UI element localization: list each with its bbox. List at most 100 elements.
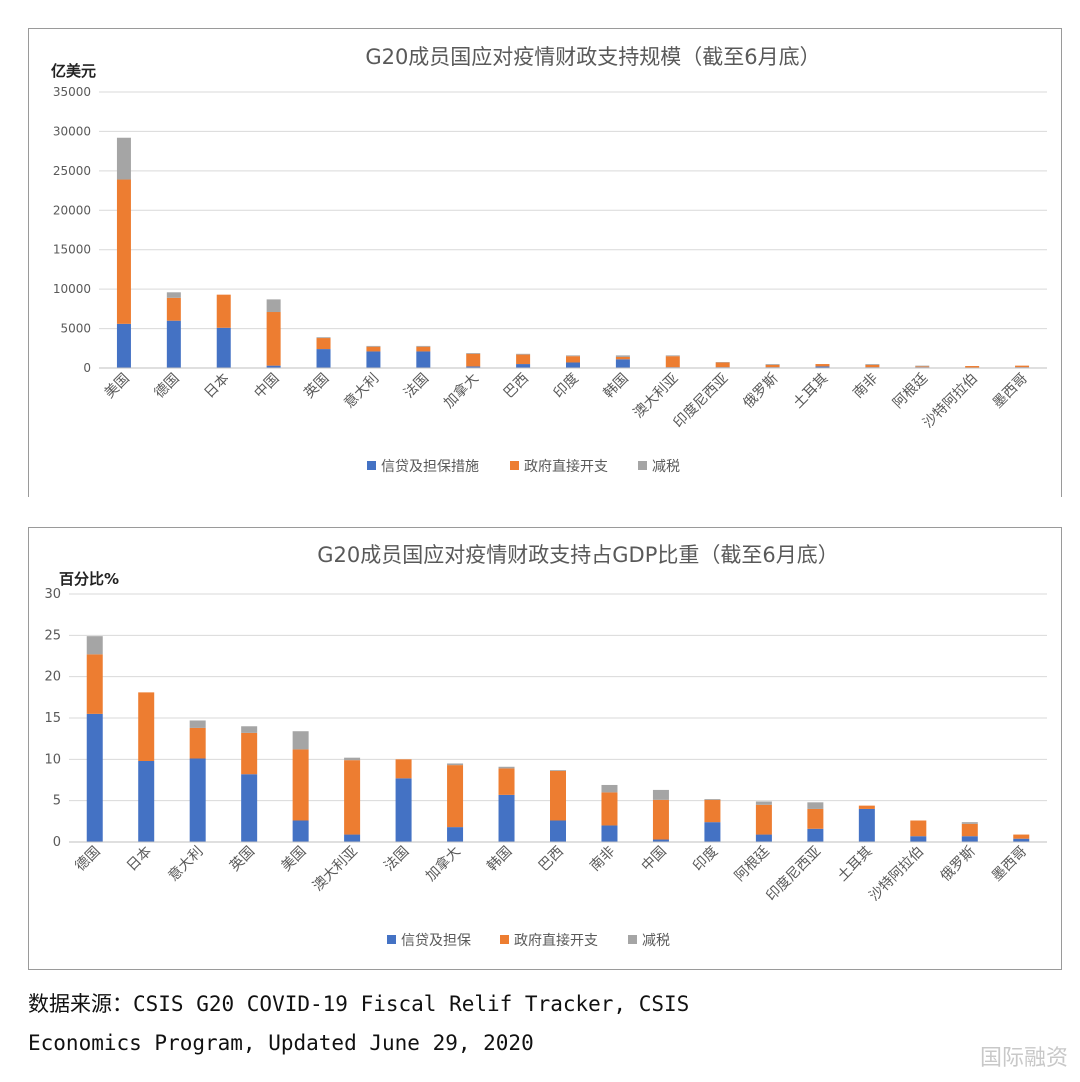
y-tick-label: 10	[44, 752, 61, 767]
bar-segment	[292, 749, 309, 821]
bar-segment	[765, 364, 780, 368]
x-tick-label: 巴西	[536, 844, 567, 875]
legend-label: 政府直接开支	[524, 458, 608, 475]
bar-segment	[116, 179, 131, 324]
bar-segment	[601, 792, 618, 826]
bar-segment	[807, 802, 824, 809]
source-note-line-2: Economics Program, Updated June 29, 2020	[28, 1031, 534, 1055]
y-tick-label: 15000	[53, 243, 91, 257]
bar-segment	[138, 692, 155, 761]
bar-segment	[166, 292, 181, 298]
bar-segment	[241, 732, 258, 775]
bar-segment	[858, 808, 875, 842]
x-tick-label: 沙特阿拉伯	[920, 371, 981, 432]
bar-segment	[316, 338, 331, 350]
bar-segment	[865, 364, 880, 365]
bar-segment	[416, 345, 431, 347]
bar-segment	[344, 834, 361, 842]
bar-segment	[1013, 838, 1030, 842]
bar-segment	[652, 839, 669, 842]
source-note-line-1: 数据来源：CSIS G20 COVID-19 Fiscal Relif Trac…	[28, 992, 690, 1016]
bar-segment	[566, 362, 580, 368]
bar-segment	[915, 366, 930, 368]
bar-segment	[516, 364, 531, 368]
legend-label: 信贷及担保	[401, 933, 471, 949]
x-tick-label: 日本	[124, 844, 155, 875]
x-tick-label: 美国	[278, 844, 309, 875]
x-tick-label: 沙特阿拉伯	[866, 844, 927, 905]
x-tick-label: 南非	[587, 844, 618, 875]
x-tick-label: 中国	[639, 844, 670, 875]
bar-segment	[765, 364, 780, 365]
bar-segment	[807, 808, 824, 829]
legend-label: 减税	[652, 459, 680, 475]
bar-segment	[615, 355, 630, 357]
bar-segment	[395, 759, 412, 779]
bar-segment	[665, 356, 680, 368]
bar-segment	[550, 820, 566, 842]
legend-label: 政府直接开支	[514, 932, 598, 949]
y-axis-label: 百分比%	[59, 570, 119, 588]
bar-segment	[344, 757, 361, 761]
legend-swatch	[387, 935, 396, 944]
bar-segment	[447, 765, 464, 828]
x-tick-label: 土耳其	[790, 371, 831, 412]
y-tick-label: 20000	[53, 203, 91, 217]
legend-swatch	[510, 461, 519, 470]
bar-segment	[416, 346, 431, 352]
y-tick-label: 30000	[53, 124, 91, 138]
legend-swatch	[367, 461, 376, 470]
x-tick-label: 印度	[551, 371, 582, 402]
bar-segment	[865, 364, 880, 368]
bar-segment	[466, 353, 481, 354]
x-tick-label: 南非	[850, 371, 881, 402]
chart-panel-fiscal-scale: 0 5000 10000 15000 20000 25000 30000 35000 G20成员…	[28, 28, 1062, 497]
bar-segment	[266, 365, 281, 368]
legend-label: 减税	[642, 933, 670, 949]
bar-segment	[550, 770, 566, 821]
bar-segment	[961, 836, 978, 842]
bar-segment	[601, 784, 618, 793]
bar-segment	[466, 353, 481, 367]
bar-segment	[395, 778, 412, 842]
bar-segment	[652, 799, 669, 840]
x-tick-label: 韩国	[484, 844, 515, 875]
chart-fiscal-gdp-share: 0 5 10 15 20 25 30 G20成员国应对疫情财政支持占GDP比重（截至6月底） 百…	[44, 543, 1047, 949]
bar-segment	[416, 351, 431, 368]
bar-segment	[601, 825, 618, 842]
y-tick-label: 0	[83, 361, 91, 375]
bar-segment	[166, 297, 181, 321]
y-tick-label: 25	[44, 628, 61, 643]
x-tick-label: 墨西哥	[989, 844, 1030, 885]
chart-title: G20成员国应对疫情财政支持规模（截至6月底）	[365, 45, 820, 69]
x-tick-label: 加拿大	[422, 843, 464, 885]
bar-segment	[807, 828, 824, 842]
legend-swatch	[500, 935, 509, 944]
bar-segment	[704, 822, 721, 842]
bar-segment	[138, 760, 155, 842]
bar-segment	[292, 731, 309, 750]
x-tick-label: 意大利	[165, 843, 207, 885]
bar-segment	[498, 794, 515, 842]
bar-segment	[498, 768, 515, 795]
bar-segment	[615, 356, 630, 360]
bar-segment	[961, 822, 978, 824]
bar-segment	[189, 720, 206, 728]
chart-title: G20成员国应对疫情财政支持占GDP比重（截至6月底）	[317, 543, 838, 567]
bar-segment	[566, 356, 580, 363]
y-tick-label: 15	[44, 711, 61, 726]
bar-segment	[1015, 365, 1030, 368]
bar-segment	[910, 820, 927, 837]
bar-segment	[116, 137, 131, 180]
chart-panel-fiscal-gdp-share: 0 5 10 15 20 25 30 G20成员国应对疫情财政支持占GDP比重（截至6月底） 百…	[28, 527, 1062, 970]
bar-segment	[366, 345, 381, 347]
bar-segment	[516, 354, 531, 365]
bar-segment	[241, 774, 258, 842]
y-tick-label: 30	[44, 587, 61, 602]
y-tick-label: 35000	[53, 85, 91, 99]
x-tick-label: 澳大利亚	[310, 844, 361, 895]
x-tick-label: 韩国	[601, 371, 632, 402]
x-tick-label: 德国	[72, 844, 103, 875]
legend-swatch	[638, 461, 647, 470]
chart-fiscal-scale: 0 5000 10000 15000 20000 25000 30000 35000 G20成员…	[51, 45, 1047, 475]
